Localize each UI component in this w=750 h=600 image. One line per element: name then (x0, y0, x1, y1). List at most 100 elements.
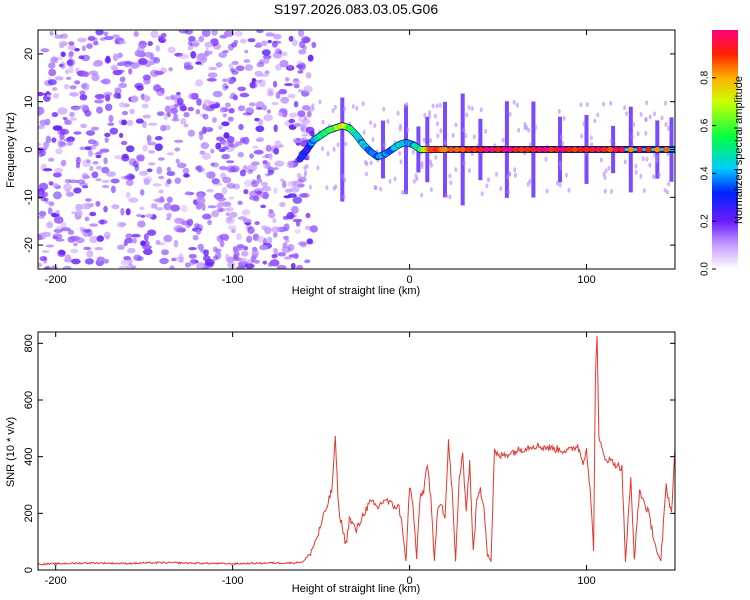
noise-speckle (196, 228, 201, 235)
noise-speckle (68, 65, 74, 74)
noise-speckle (62, 265, 72, 269)
noise-speckle (81, 159, 91, 167)
noise-speckle (219, 240, 225, 248)
snr-x-tick-label: 100 (577, 575, 595, 587)
noise-speckle (260, 181, 268, 187)
spectrogram-x-tick-label: 0 (407, 274, 413, 286)
signal-blob (524, 146, 531, 153)
signal-faint-blob (434, 154, 438, 160)
noise-speckle (297, 110, 306, 117)
noise-speckle (166, 171, 176, 177)
noise-speckle (243, 179, 253, 187)
noise-speckle (125, 179, 134, 186)
signal-faint-blob (438, 102, 442, 108)
noise-speckle (85, 198, 92, 202)
noise-speckle (79, 94, 88, 101)
noise-speckle (49, 31, 54, 36)
noise-speckle (77, 37, 87, 43)
noise-speckle (271, 254, 278, 259)
noise-speckle (271, 40, 278, 48)
signal-faint-blob (557, 108, 561, 114)
noise-speckle (166, 196, 173, 203)
noise-speckle (282, 242, 288, 249)
noise-speckle (170, 107, 179, 114)
noise-speckle (300, 192, 310, 198)
noise-speckle (228, 196, 235, 200)
signal-faint-blob (562, 116, 566, 121)
noise-speckle (170, 94, 176, 101)
spectrogram-x-ticks: -200 -100 0 100 (45, 30, 596, 286)
noise-speckle (148, 162, 156, 166)
signal-faint-blob (648, 114, 652, 120)
noise-speckle (291, 205, 299, 214)
noise-speckle (68, 179, 79, 184)
noise-speckle (85, 130, 96, 136)
noise-speckle (249, 81, 258, 89)
noise-speckle (255, 178, 261, 185)
noise-speckle (241, 209, 251, 216)
noise-speckle (110, 185, 116, 194)
noise-speckle (227, 261, 236, 269)
signal-faint-blob (634, 163, 638, 169)
noise-speckle (48, 157, 55, 162)
noise-speckle (104, 94, 111, 102)
noise-speckle (60, 159, 67, 167)
noise-speckle (89, 203, 94, 208)
noise-speckle (188, 35, 196, 42)
signal-faint-blob (412, 178, 416, 184)
noise-speckle (273, 124, 278, 133)
noise-speckle (280, 96, 290, 104)
noise-speckle (218, 52, 228, 58)
noise-speckle (202, 213, 212, 220)
noise-speckle (204, 258, 215, 266)
noise-speckle (166, 166, 171, 173)
noise-speckle (253, 149, 264, 155)
noise-speckle (111, 204, 120, 210)
noise-speckle (84, 110, 92, 117)
noise-speckle (53, 216, 64, 224)
noise-speckle (48, 68, 57, 77)
noise-speckle (226, 216, 233, 223)
noise-speckle (82, 229, 91, 233)
signal-faint-blob (451, 132, 455, 138)
spectrogram-signal (296, 93, 675, 206)
noise-speckle (120, 207, 125, 216)
noise-speckle (45, 244, 55, 248)
noise-speckle (94, 247, 104, 251)
noise-speckle (124, 175, 129, 181)
noise-speckle (84, 216, 90, 222)
noise-speckle (237, 200, 243, 205)
noise-speckle (279, 108, 288, 114)
snr-x-label: Height of straight line (km) (292, 583, 420, 595)
noise-speckle (147, 229, 157, 236)
signal-faint-blob (341, 173, 345, 179)
noise-speckle (180, 105, 188, 112)
noise-speckle (55, 148, 63, 155)
noise-speckle (226, 165, 236, 173)
noise-speckle (118, 265, 129, 269)
noise-speckle (86, 43, 93, 49)
noise-speckle (243, 59, 251, 63)
noise-speckle (104, 57, 112, 64)
noise-speckle (119, 76, 126, 83)
noise-speckle (174, 217, 183, 224)
signal-faint-blob (386, 119, 390, 124)
signal-faint-blob (355, 105, 359, 111)
noise-speckle (292, 39, 298, 47)
noise-speckle (140, 214, 146, 218)
noise-speckle (210, 148, 215, 154)
spectrogram-x-tick-label: -100 (222, 274, 244, 286)
signal-faint-blob (593, 118, 597, 124)
signal-spike (381, 120, 385, 179)
noise-speckle (142, 74, 151, 81)
noise-speckle (255, 106, 263, 110)
noise-speckle (273, 187, 278, 194)
noise-speckle (269, 259, 280, 267)
noise-speckle (222, 50, 229, 54)
snr-y-ticks: 0 200 400 600 800 (23, 334, 675, 573)
noise-speckle (213, 255, 218, 261)
noise-speckle (130, 95, 139, 103)
noise-speckle (256, 236, 265, 243)
noise-speckle (126, 263, 135, 269)
